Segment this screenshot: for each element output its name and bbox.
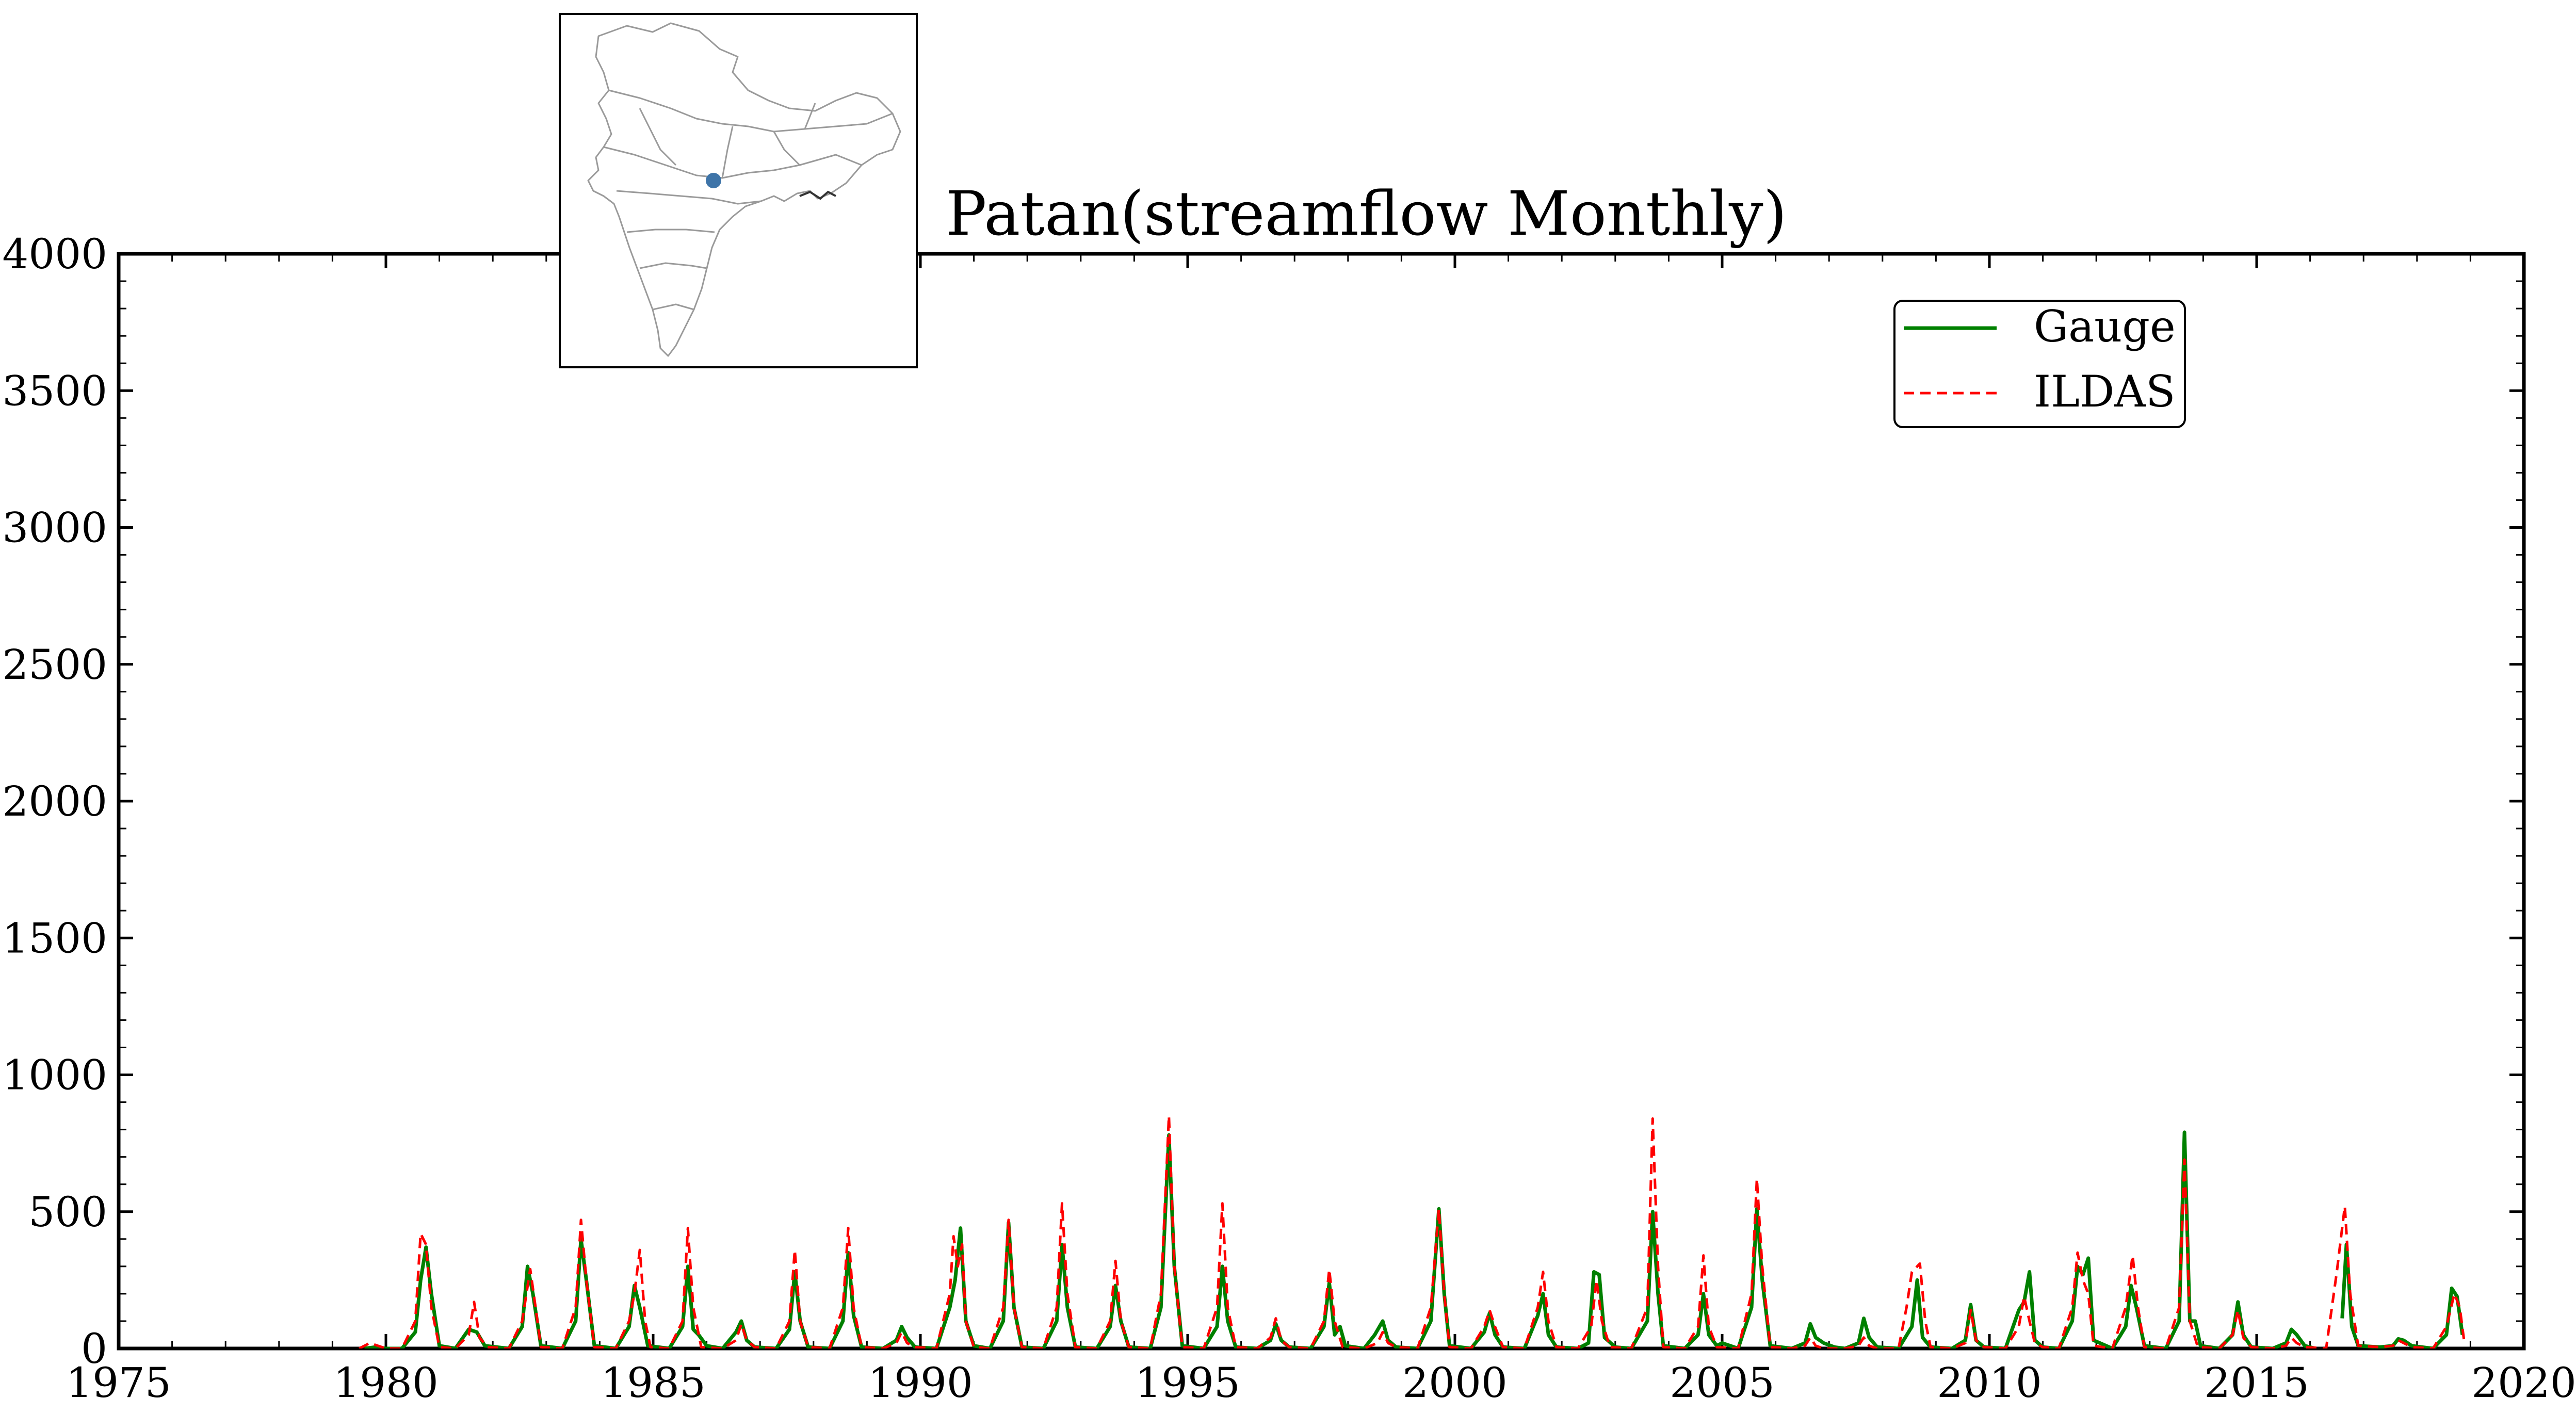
basin-boundary-central [603, 146, 862, 179]
x-tick-labels: 1975 1980 1985 1990 1995 2000 2005 2010 2015 2020 [66, 1359, 2576, 1407]
x-tick-label: 1975 [66, 1359, 171, 1407]
y-tick-label: 3000 [2, 504, 107, 552]
basin-boundary-east [773, 131, 801, 166]
legend: Gauge ILDAS [1893, 300, 2186, 428]
y-tick-label: 1000 [2, 1051, 107, 1099]
x-tick-label: 1980 [333, 1359, 439, 1407]
y-tick-label: 0 [81, 1325, 107, 1373]
legend-label-gauge: Gauge [2034, 301, 2176, 352]
x-tick-label: 1985 [601, 1359, 706, 1407]
y-tick-label: 3500 [2, 367, 107, 415]
x-tick-label: 2020 [2471, 1359, 2576, 1407]
y-tick-labels: 0 500 1000 1500 2000 2500 3000 3500 4000 [2, 230, 107, 1373]
inset-map [559, 13, 918, 368]
basin-boundary-west [639, 108, 677, 166]
basin-boundary-south-3 [639, 262, 707, 269]
x-tick-label: 1990 [868, 1359, 973, 1407]
basin-outlines [587, 22, 901, 357]
basin-boundary-south-2 [626, 229, 715, 233]
inset-map-frame [559, 13, 918, 368]
series-line-gauge [364, 1130, 2316, 1348]
x-tick-label: 2000 [1402, 1359, 1508, 1407]
x-tick-label: 2010 [1937, 1359, 2042, 1407]
basin-boundary-northeast [804, 103, 816, 129]
subcontinent-outline [587, 22, 901, 357]
legend-box [1893, 300, 2186, 428]
series-layer [359, 1114, 2466, 1348]
y-tick-label: 2000 [2, 777, 107, 825]
series-line-ildas [359, 1114, 2466, 1348]
coastline-delta [799, 190, 836, 200]
y-tick-label: 4000 [2, 230, 107, 278]
y-tick-label: 2500 [2, 641, 107, 689]
legend-label-ildas: ILDAS [2034, 366, 2176, 417]
x-tick-label: 2005 [1670, 1359, 1775, 1407]
basin-boundary-mid [721, 126, 734, 178]
basin-boundary-south-1 [616, 190, 762, 205]
series-line-gauge-segment-2 [2340, 1242, 2465, 1348]
chart-title: Patan(streamflow Monthly) [946, 178, 1787, 249]
y-tick-label: 500 [28, 1188, 107, 1236]
basin-boundary-north [608, 89, 893, 133]
basin-boundary-south-4 [652, 303, 694, 311]
x-tick-label: 2015 [2204, 1359, 2309, 1407]
x-tick-label: 1995 [1135, 1359, 1240, 1407]
y-tick-label: 1500 [2, 914, 107, 962]
station-location-marker [706, 173, 721, 188]
